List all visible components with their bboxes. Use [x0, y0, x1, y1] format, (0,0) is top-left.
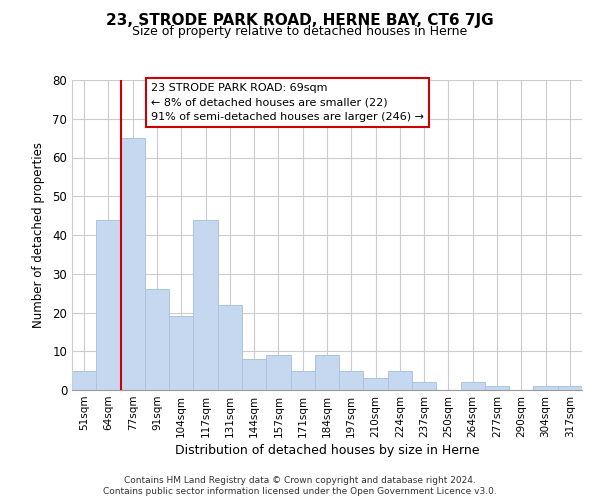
Text: 23 STRODE PARK ROAD: 69sqm
← 8% of detached houses are smaller (22)
91% of semi-: 23 STRODE PARK ROAD: 69sqm ← 8% of detac…: [151, 83, 424, 122]
Bar: [266, 355, 290, 390]
Bar: [485, 386, 509, 390]
Bar: [145, 289, 169, 390]
Text: Contains HM Land Registry data © Crown copyright and database right 2024.: Contains HM Land Registry data © Crown c…: [124, 476, 476, 485]
Bar: [96, 220, 121, 390]
Y-axis label: Number of detached properties: Number of detached properties: [32, 142, 46, 328]
Text: Size of property relative to detached houses in Herne: Size of property relative to detached ho…: [133, 25, 467, 38]
Bar: [315, 355, 339, 390]
Bar: [169, 316, 193, 390]
Bar: [558, 386, 582, 390]
Text: 23, STRODE PARK ROAD, HERNE BAY, CT6 7JG: 23, STRODE PARK ROAD, HERNE BAY, CT6 7JG: [106, 12, 494, 28]
Bar: [339, 370, 364, 390]
Bar: [388, 370, 412, 390]
Bar: [364, 378, 388, 390]
Text: Contains public sector information licensed under the Open Government Licence v3: Contains public sector information licen…: [103, 488, 497, 496]
Bar: [412, 382, 436, 390]
Bar: [242, 359, 266, 390]
X-axis label: Distribution of detached houses by size in Herne: Distribution of detached houses by size …: [175, 444, 479, 457]
Bar: [72, 370, 96, 390]
Bar: [218, 304, 242, 390]
Bar: [193, 220, 218, 390]
Bar: [533, 386, 558, 390]
Bar: [461, 382, 485, 390]
Bar: [290, 370, 315, 390]
Bar: [121, 138, 145, 390]
